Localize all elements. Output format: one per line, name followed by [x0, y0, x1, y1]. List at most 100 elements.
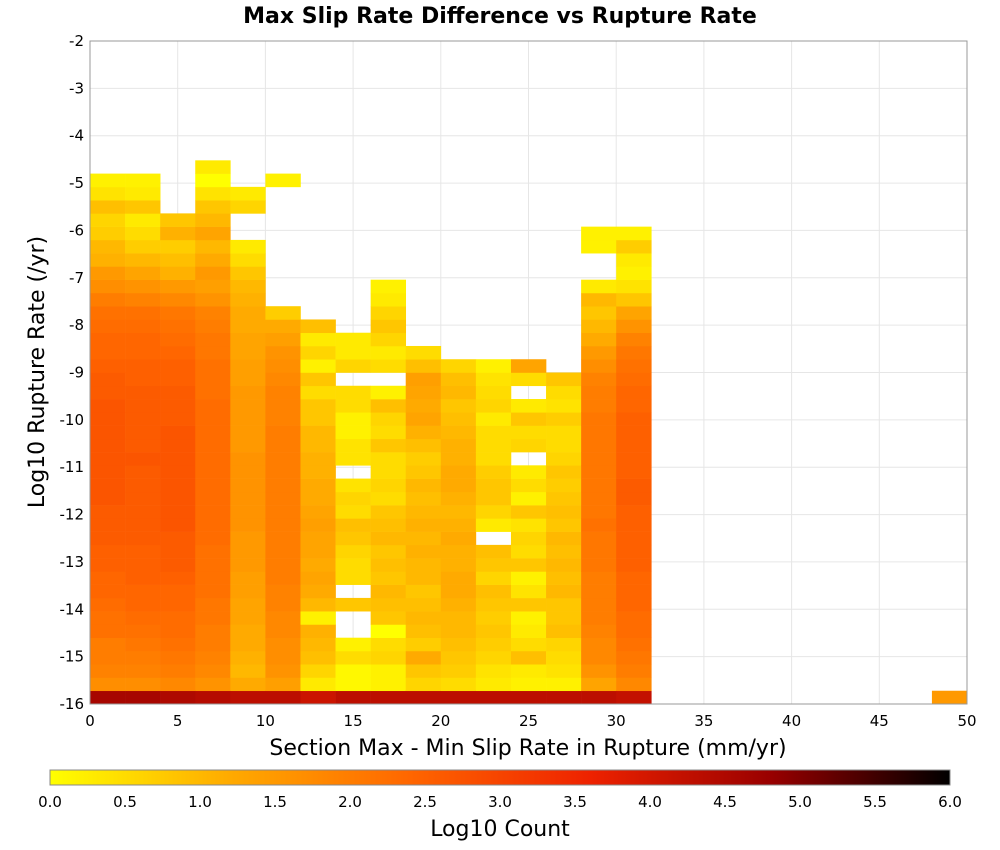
heatmap-cell: [370, 650, 407, 665]
heatmap-cell: [581, 531, 617, 546]
heatmap-cell: [90, 372, 126, 387]
heatmap-cell: [405, 478, 442, 493]
heatmap-cell: [195, 266, 231, 280]
x-axis-label: Section Max - Min Slip Rate in Rupture (…: [269, 736, 786, 761]
heatmap-cell: [195, 359, 231, 373]
heatmap-cell: [370, 624, 407, 638]
heatmap-cell: [125, 544, 161, 559]
heatmap-cell: [370, 292, 407, 307]
heatmap-cell: [160, 677, 196, 692]
heatmap-cell: [125, 412, 161, 426]
heatmap-cell: [616, 399, 652, 413]
heatmap-cell: [300, 385, 336, 400]
heatmap-cell: [616, 518, 652, 532]
heatmap-cell: [616, 425, 652, 440]
heatmap-cell: [90, 359, 126, 373]
y-tick-label: -2: [69, 32, 84, 50]
heatmap-cell: [265, 478, 301, 493]
heatmap-cell: [230, 584, 266, 599]
heatmap-cell: [370, 478, 407, 493]
heatmap-cell: [160, 531, 196, 546]
heatmap-cell: [160, 332, 196, 347]
heatmap-cell: [405, 650, 442, 665]
heatmap-cell: [160, 226, 196, 241]
heatmap-cell: [546, 372, 582, 387]
y-tick-label: -6: [69, 221, 84, 239]
heatmap-cell: [90, 584, 126, 599]
heatmap-cell: [230, 266, 266, 280]
heatmap-cell: [160, 690, 196, 705]
heatmap-cell: [125, 650, 161, 665]
heatmap-cell: [160, 518, 196, 532]
heatmap-cell: [230, 412, 266, 426]
heatmap-cell: [300, 597, 336, 612]
heatmap-cell: [335, 412, 371, 426]
heatmap-cell: [405, 677, 442, 692]
heatmap-cell: [405, 624, 442, 638]
heatmap-cell: [230, 385, 266, 400]
heatmap-cell: [475, 478, 512, 493]
heatmap-cell: [160, 465, 196, 479]
heatmap-cell: [510, 372, 547, 387]
heatmap-cell: [546, 571, 582, 585]
heatmap-cell: [546, 452, 582, 466]
heatmap-cell: [546, 438, 582, 453]
heatmap-cell: [195, 279, 231, 294]
colorbar-tick-label: 5.5: [863, 793, 887, 811]
heatmap-cell: [581, 664, 617, 678]
heatmap-cell: [335, 518, 371, 532]
heatmap-cell: [125, 478, 161, 493]
heatmap-cell: [405, 359, 442, 373]
heatmap-cell: [546, 664, 582, 678]
heatmap-cell: [265, 624, 301, 638]
heatmap-cell: [300, 465, 336, 479]
heatmap-cell: [370, 505, 407, 519]
heatmap-cell: [616, 611, 652, 625]
heatmap-cell: [405, 438, 442, 453]
heatmap-cell: [265, 664, 301, 678]
colorbar-tick-label: 4.5: [713, 793, 737, 811]
heatmap-cell: [335, 558, 371, 572]
heatmap-cell: [160, 385, 196, 400]
heatmap-cell: [405, 544, 442, 559]
heatmap-cell: [90, 465, 126, 479]
heatmap-cell: [546, 690, 582, 705]
heatmap-cell: [440, 425, 477, 440]
heatmap-cell: [265, 571, 301, 585]
heatmap-cell: [510, 491, 547, 506]
heatmap-cell: [125, 385, 161, 400]
y-tick-label: -10: [60, 411, 85, 429]
y-axis-ticks: -2 -3 -4 -5 -6 -7 -8 -9 -10 -11 -12 -13 -14 -15 -16: [60, 32, 85, 713]
heatmap-cell: [230, 664, 266, 678]
heatmap-cell: [90, 306, 126, 320]
heatmap-cell: [546, 584, 582, 599]
heatmap-cell: [160, 266, 196, 280]
colorbar-tick-label: 2.0: [338, 793, 362, 811]
heatmap-cell: [125, 571, 161, 585]
heatmap-cell: [370, 345, 407, 360]
heatmap-cell: [440, 465, 477, 479]
heatmap-cell: [440, 544, 477, 559]
heatmap-cell: [546, 505, 582, 519]
y-tick-label: -9: [69, 364, 84, 382]
heatmap-cell: [440, 372, 477, 387]
chart-title: Max Slip Rate Difference vs Rupture Rate: [243, 4, 757, 29]
heatmap-cell: [510, 399, 547, 413]
heatmap-cell: [581, 650, 617, 665]
heatmap-cell: [475, 624, 512, 638]
heatmap-cell: [581, 306, 617, 320]
heatmap-cell: [195, 531, 231, 546]
heatmap-cell: [616, 491, 652, 506]
heatmap-cell: [510, 531, 547, 546]
heatmap-cell: [195, 385, 231, 400]
heatmap-cell: [230, 306, 266, 320]
heatmap-cell: [440, 452, 477, 466]
heatmap-cell: [581, 385, 617, 400]
heatmap-cell: [230, 359, 266, 373]
heatmap-cell: [510, 544, 547, 559]
heatmap-cell: [160, 505, 196, 519]
heatmap-cells: [90, 160, 968, 705]
heatmap-cell: [90, 518, 126, 532]
heatmap-cell: [405, 491, 442, 506]
